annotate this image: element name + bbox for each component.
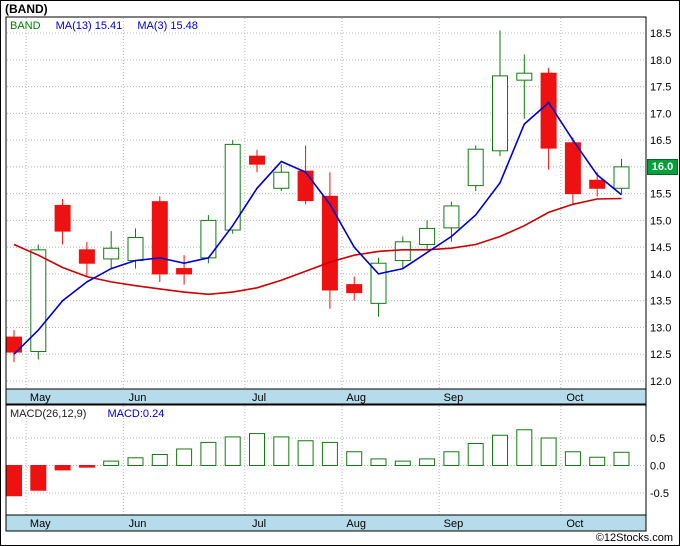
macd-legend: MACD(26,12,9) MACD:0.24 — [10, 408, 164, 420]
ma13-line — [13, 197, 622, 296]
candle-down — [176, 268, 193, 275]
macd-bar-negative — [6, 465, 22, 497]
legend-symbol: BAND — [10, 20, 41, 32]
macd-bar-negative — [78, 465, 95, 468]
candle-down — [589, 179, 606, 189]
macd-bar-positive — [151, 454, 168, 466]
candle-down — [297, 170, 314, 202]
month-label: Aug — [346, 392, 366, 404]
price-axis-label: 15.0 — [650, 215, 671, 227]
price-axis-label: 16.5 — [650, 135, 671, 147]
price-axis-label: 17.0 — [650, 108, 671, 120]
chart-title: (BAND) — [5, 2, 48, 16]
candle-down — [321, 195, 338, 291]
macd-bar-negative — [30, 465, 47, 491]
candle-down — [54, 204, 71, 232]
month-label: Oct — [566, 392, 583, 404]
macd-axis-label: 0.5 — [650, 433, 665, 445]
price-chart-legend: BAND MA(13) 15.41 MA(3) 15.48 — [10, 20, 198, 32]
price-axis-label: 13.5 — [650, 296, 671, 308]
macd-bar-positive — [564, 451, 581, 466]
macd-bar-positive — [492, 434, 508, 466]
candle-up — [127, 237, 144, 262]
macd-bar-positive — [273, 436, 290, 466]
price-panel-border — [5, 16, 647, 405]
candle-up — [103, 247, 120, 260]
price-axis-label: 14.5 — [650, 242, 671, 254]
macd-bar-positive — [394, 460, 411, 467]
candle-down — [540, 72, 557, 149]
month-label: Sep — [444, 392, 464, 404]
candle-up — [492, 75, 508, 152]
current-price-tag: 16.0 — [647, 158, 678, 175]
macd-bar-positive — [224, 436, 241, 466]
price-axis-label: 17.5 — [650, 82, 671, 94]
price-axis-label: 18.5 — [650, 28, 671, 40]
month-label: Sep — [444, 518, 464, 530]
candle-down — [346, 284, 363, 294]
macd-bar-positive — [346, 451, 363, 466]
macd-bar-positive — [321, 441, 338, 466]
macd-bar-positive — [176, 448, 193, 466]
price-axis-label: 12.5 — [650, 349, 671, 361]
candle-up — [419, 227, 436, 245]
macd-bar-positive — [443, 451, 460, 466]
legend-ma3: MA(3) 15.48 — [137, 20, 198, 32]
month-label: Jul — [252, 518, 266, 530]
candle-up — [224, 143, 241, 231]
month-label: Jun — [129, 392, 147, 404]
macd-axis-label: 0.0 — [650, 461, 665, 473]
month-label: Oct — [566, 518, 583, 530]
macd-bar-positive — [540, 437, 557, 466]
price-month-strip — [5, 388, 647, 405]
macd-bar-positive — [249, 433, 265, 467]
candle-up — [394, 241, 411, 262]
price-axis-label: 18.0 — [650, 55, 671, 67]
macd-bar-negative — [54, 465, 71, 471]
macd-axis-label: -0.5 — [650, 488, 669, 500]
macd-bar-positive — [103, 460, 120, 467]
macd-panel-border — [5, 404, 647, 532]
ma3-line — [13, 101, 623, 355]
candle-down — [564, 142, 581, 195]
macd-bar-positive — [613, 451, 630, 466]
legend-ma13: MA(13) 15.41 — [55, 20, 123, 32]
month-label: Jun — [129, 518, 147, 530]
copyright: ©12Stocks.com — [595, 532, 673, 544]
candle-down — [151, 201, 168, 275]
month-label: May — [30, 518, 51, 530]
price-axis-label: 13.0 — [650, 322, 671, 334]
macd-bar-positive — [200, 441, 217, 466]
candle-up — [613, 166, 630, 189]
candle-up — [273, 171, 290, 189]
candle-up — [443, 205, 460, 229]
macd-bar-positive — [467, 443, 484, 466]
price-axis-label: 12.0 — [650, 376, 671, 388]
macd-bar-positive — [589, 456, 606, 466]
candle-down — [249, 155, 265, 165]
macd-month-strip — [5, 514, 647, 532]
month-label: May — [30, 392, 51, 404]
macd-bar-positive — [419, 458, 436, 466]
candle-up — [467, 148, 484, 187]
macd-bar-positive — [516, 429, 533, 466]
macd-bar-positive — [297, 440, 314, 466]
month-label: Jul — [252, 392, 266, 404]
price-axis-label: 14.0 — [650, 269, 671, 281]
macd-bar-positive — [370, 458, 387, 466]
macd-value-label: MACD:0.24 — [107, 408, 165, 420]
price-axis-label: 15.5 — [650, 189, 671, 201]
month-label: Aug — [346, 518, 366, 530]
macd-bar-positive — [127, 457, 144, 466]
candle-down — [78, 249, 95, 264]
macd-params-label: MACD(26,12,9) — [10, 408, 87, 420]
candle-up — [516, 72, 533, 81]
